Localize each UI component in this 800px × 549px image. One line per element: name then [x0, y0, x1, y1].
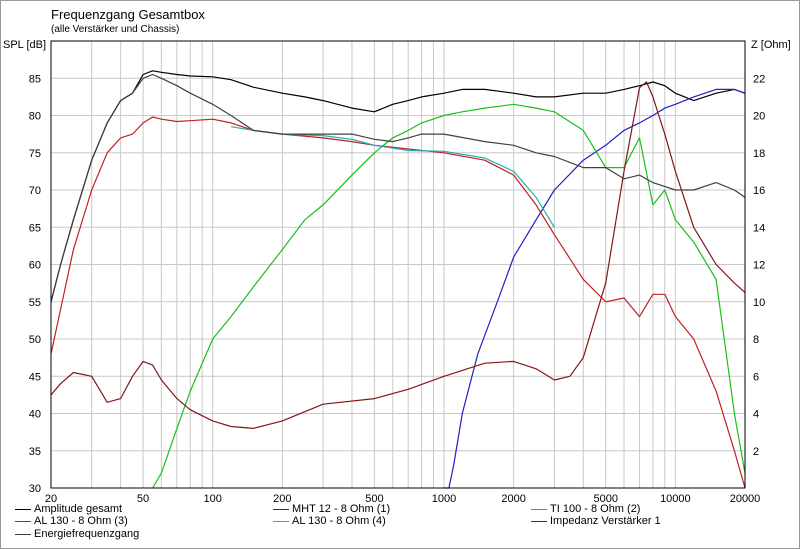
x-tick-label: 20000: [730, 493, 761, 505]
x-tick-label: 2000: [501, 493, 525, 505]
y-axis-left-label: SPL [dB]: [3, 39, 47, 51]
y-left-tick-label: 80: [29, 111, 41, 123]
legend-swatch: [531, 520, 547, 522]
legend-swatch: [15, 508, 31, 510]
legend-item: AL 130 - 8 Ohm (4): [273, 515, 386, 527]
x-tick-label: 500: [365, 493, 383, 505]
series-line-energiefrequenzgang: [50, 73, 746, 302]
y-left-tick-label: 60: [29, 260, 41, 272]
y-left-tick-label: 30: [29, 483, 41, 495]
x-tick-label: 10000: [660, 493, 691, 505]
x-tick-label: 5000: [593, 493, 617, 505]
legend-swatch: [15, 520, 31, 522]
x-tick-label: 200: [273, 493, 291, 505]
y-left-tick-label: 50: [29, 334, 41, 346]
y-left-tick-label: 35: [29, 446, 41, 458]
legend-label: Energiefrequenzgang: [34, 528, 140, 540]
x-tick-label: 20: [45, 493, 57, 505]
chart-title: Frequenzgang Gesamtbox: [51, 7, 205, 22]
series-line-mht-12-8-ohm-1-: [444, 88, 746, 489]
x-tick-label: 1000: [432, 493, 456, 505]
y-right-tick-label: 18: [753, 148, 765, 160]
series-line-amplitude-gesamt: [50, 70, 746, 302]
legend-label: Amplitude gesamt: [34, 503, 123, 515]
series-lines: [50, 70, 746, 489]
legend-item: Energiefrequenzgang: [15, 528, 139, 540]
y-right-tick-label: 20: [753, 111, 765, 123]
y-right-tick-label: 16: [753, 185, 765, 197]
series-line-impedanz-verst-rker-1: [50, 81, 746, 429]
legend-item: MHT 12 - 8 Ohm (1): [273, 503, 390, 515]
legend-item: TI 100 - 8 Ohm (2): [531, 503, 640, 515]
legend-label: AL 130 - 8 Ohm (3): [34, 515, 128, 527]
legend-swatch: [15, 533, 31, 535]
y-left-tick-label: 65: [29, 222, 41, 234]
y-right-tick-label: 12: [753, 260, 765, 272]
y-right-tick-label: 10: [753, 297, 765, 309]
y-right-tick-label: 8: [753, 334, 759, 346]
chart-subtitle: (alle Verstärker und Chassis): [51, 24, 180, 35]
series-line-al-130-8-ohm-3-: [50, 116, 746, 489]
legend-label: TI 100 - 8 Ohm (2): [550, 503, 641, 515]
plot-border: [50, 40, 746, 489]
y-right-tick-label: 22: [753, 73, 765, 85]
y-right-tick-label: 4: [753, 409, 759, 421]
y-left-tick-label: 45: [29, 371, 41, 383]
x-tick-label: 50: [137, 493, 149, 505]
y-right-tick-label: 14: [753, 222, 765, 234]
legend-item: Amplitude gesamt: [15, 503, 122, 515]
legend-item: AL 130 - 8 Ohm (3): [15, 515, 128, 527]
y-left-tick-label: 55: [29, 297, 41, 309]
legend-label: AL 130 - 8 Ohm (4): [292, 515, 386, 527]
y-left-tick-label: 70: [29, 185, 41, 197]
series-line-ti-100-8-ohm-2-: [152, 103, 746, 489]
legend-swatch: [531, 508, 547, 510]
tick-labels: 20 50 100 200 500 1000 2000 5000 10000 20000 30 35 4…: [29, 73, 766, 505]
legend-label: MHT 12 - 8 Ohm (1): [292, 503, 391, 515]
legend-swatch: [273, 520, 289, 522]
legend-swatch: [273, 508, 289, 510]
y-right-tick-label: 2: [753, 446, 759, 458]
grid: [50, 41, 746, 489]
y-left-tick-label: 75: [29, 148, 41, 160]
legend-item: Impedanz Verstärker 1: [531, 515, 661, 527]
y-right-tick-label: 6: [753, 371, 759, 383]
legend-label: Impedanz Verstärker 1: [550, 515, 661, 527]
x-tick-label: 100: [204, 493, 222, 505]
y-axis-right-label: Z [Ohm]: [751, 39, 791, 51]
y-left-tick-label: 40: [29, 409, 41, 421]
y-left-tick-label: 85: [29, 73, 41, 85]
